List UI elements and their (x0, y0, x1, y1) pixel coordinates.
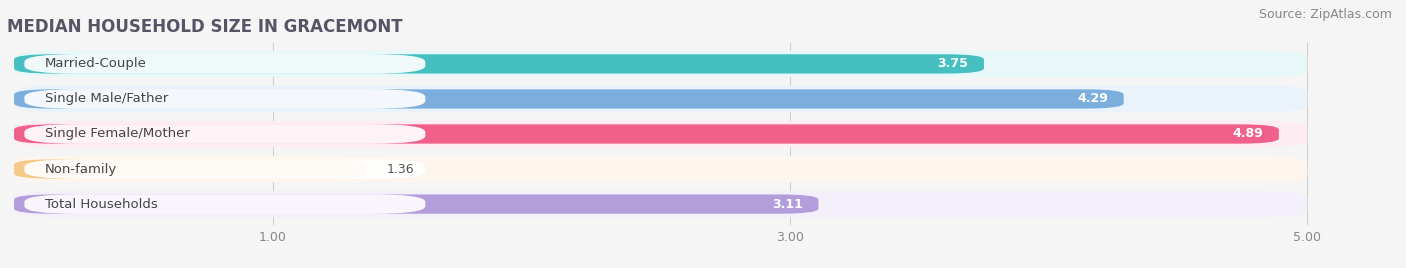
Text: Married-Couple: Married-Couple (45, 57, 148, 70)
Text: Non-family: Non-family (45, 163, 117, 176)
FancyBboxPatch shape (14, 124, 1279, 144)
FancyBboxPatch shape (24, 54, 426, 74)
Text: MEDIAN HOUSEHOLD SIZE IN GRACEMONT: MEDIAN HOUSEHOLD SIZE IN GRACEMONT (7, 18, 404, 36)
FancyBboxPatch shape (14, 195, 818, 214)
FancyBboxPatch shape (14, 89, 1123, 109)
FancyBboxPatch shape (24, 159, 426, 179)
Text: Single Male/Father: Single Male/Father (45, 92, 169, 105)
Text: 4.89: 4.89 (1233, 128, 1264, 140)
Text: Total Households: Total Households (45, 198, 157, 211)
FancyBboxPatch shape (14, 51, 1308, 77)
Text: Single Female/Mother: Single Female/Mother (45, 128, 190, 140)
FancyBboxPatch shape (24, 194, 426, 214)
FancyBboxPatch shape (14, 86, 1308, 112)
Text: 3.75: 3.75 (938, 57, 969, 70)
FancyBboxPatch shape (14, 191, 1308, 217)
FancyBboxPatch shape (14, 121, 1308, 147)
FancyBboxPatch shape (24, 124, 426, 144)
Text: 1.36: 1.36 (387, 163, 415, 176)
FancyBboxPatch shape (24, 89, 426, 109)
FancyBboxPatch shape (14, 156, 1308, 182)
FancyBboxPatch shape (14, 159, 366, 179)
Text: 3.11: 3.11 (772, 198, 803, 211)
Text: 4.29: 4.29 (1077, 92, 1108, 105)
FancyBboxPatch shape (14, 54, 984, 73)
Text: Source: ZipAtlas.com: Source: ZipAtlas.com (1258, 8, 1392, 21)
